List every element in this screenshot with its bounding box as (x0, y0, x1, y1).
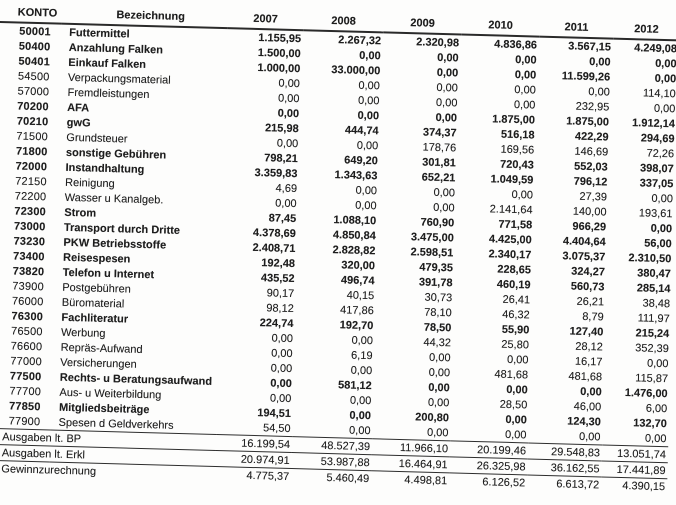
konto-number: 70210 (16, 114, 49, 128)
header-year-2009: 2009 (383, 12, 462, 35)
amount-cell: 111,97 (637, 311, 670, 325)
konto-number: 57000 (17, 85, 50, 98)
summary-amount-cell: 4.775,37 (215, 466, 292, 485)
konto-number: 73230 (13, 234, 46, 248)
konto-number: 71800 (15, 144, 48, 158)
amount-cell: 0,00 (651, 192, 674, 205)
amount-cell: 0,00 (650, 222, 673, 235)
amount-cell: 38,48 (642, 296, 671, 310)
konto-number: 72150 (15, 174, 47, 188)
amount-cell: 1.476,00 (624, 386, 668, 400)
header-konto: KONTO (0, 2, 62, 24)
summary-amount-cell: 6.613,72 (526, 474, 602, 493)
amount-cell: 1.912,14 (631, 116, 676, 130)
amount-cell: 215,24 (635, 326, 670, 340)
amount-cell: 193,61 (638, 206, 673, 220)
table-body: 50001 Futtermittel 1.155,95 2.267,32 2.320,9… (0, 22, 676, 447)
konto-number: 76600 (10, 339, 43, 353)
konto-number: 73820 (12, 264, 45, 278)
amount-cell: 56,00 (644, 237, 672, 250)
konto-number: 72000 (15, 159, 48, 173)
header-year-2008: 2008 (303, 10, 384, 33)
konto-number: 73400 (12, 249, 45, 263)
konto-number: 76000 (11, 294, 44, 308)
amount-cell: 4.249,08 (634, 41, 676, 55)
amount-cell: 6,00 (645, 402, 668, 415)
amount-cell: 337,05 (639, 176, 674, 190)
konto-number: 77000 (10, 354, 43, 368)
konto-number: 72300 (14, 204, 47, 218)
scanned-account-sheet: KONTO Bezeichnung 2007 2008 2009 2010 20… (0, 2, 676, 495)
header-year-2011: 2011 (539, 16, 614, 39)
konto-number: 77700 (9, 384, 42, 398)
amount-cell: 115,87 (635, 371, 669, 385)
amount-cell: 2.310,50 (628, 251, 672, 265)
summary-amount-cell: 36.162,55 (527, 458, 602, 477)
konto-number: 76300 (11, 309, 44, 323)
konto-number: 50401 (18, 55, 51, 68)
konto-number: 77500 (9, 369, 42, 383)
amount-cell: 3.567,15 (568, 39, 612, 54)
summary-amount-cell: 6.126,52 (449, 472, 528, 491)
summary-amount-cell: 13.051,74 (601, 444, 669, 463)
amount-cell: 285,14 (636, 281, 671, 295)
konto-number: 73900 (12, 279, 45, 293)
konto-number: 54500 (17, 70, 50, 83)
amount-cell: 0,00 (646, 357, 669, 370)
konto-number: 50400 (18, 40, 51, 53)
amount-cell: 132,70 (633, 416, 667, 430)
amount-cell: 352,39 (635, 341, 670, 355)
amount-cell: 398,07 (639, 161, 674, 175)
konto-number: 77850 (8, 399, 41, 413)
konto-table: KONTO Bezeichnung 2007 2008 2009 2010 20… (0, 2, 676, 495)
summary-amount-cell: 5.460,49 (291, 468, 372, 487)
amount-cell: 294,69 (640, 131, 675, 145)
summary-amount-cell: 29.548,83 (527, 442, 603, 461)
amount-cell: 0,00 (644, 432, 667, 445)
konto-number: 77900 (8, 414, 41, 428)
amount-cell: 0,00 (654, 57, 676, 70)
amount-cell: 72,26 (646, 147, 675, 160)
konto-number: 76500 (10, 324, 43, 338)
konto-number: 72200 (14, 189, 47, 203)
summary-amount-cell: 17.441,89 (601, 460, 668, 479)
konto-number: 71500 (16, 129, 49, 143)
header-year-2010: 2010 (461, 14, 540, 37)
summary-amount-cell: 4.498,81 (371, 470, 450, 489)
amount-cell: 0,00 (653, 102, 676, 115)
header-year-2007: 2007 (227, 8, 304, 31)
konto-number: 50001 (19, 25, 51, 38)
amount-cell: 380,47 (637, 266, 672, 280)
konto-number: 73000 (13, 219, 46, 233)
konto-number: 70200 (17, 100, 49, 113)
header-year-2012: 2012 (613, 18, 676, 41)
summary-amount-cell: 4.390,15 (600, 476, 668, 495)
